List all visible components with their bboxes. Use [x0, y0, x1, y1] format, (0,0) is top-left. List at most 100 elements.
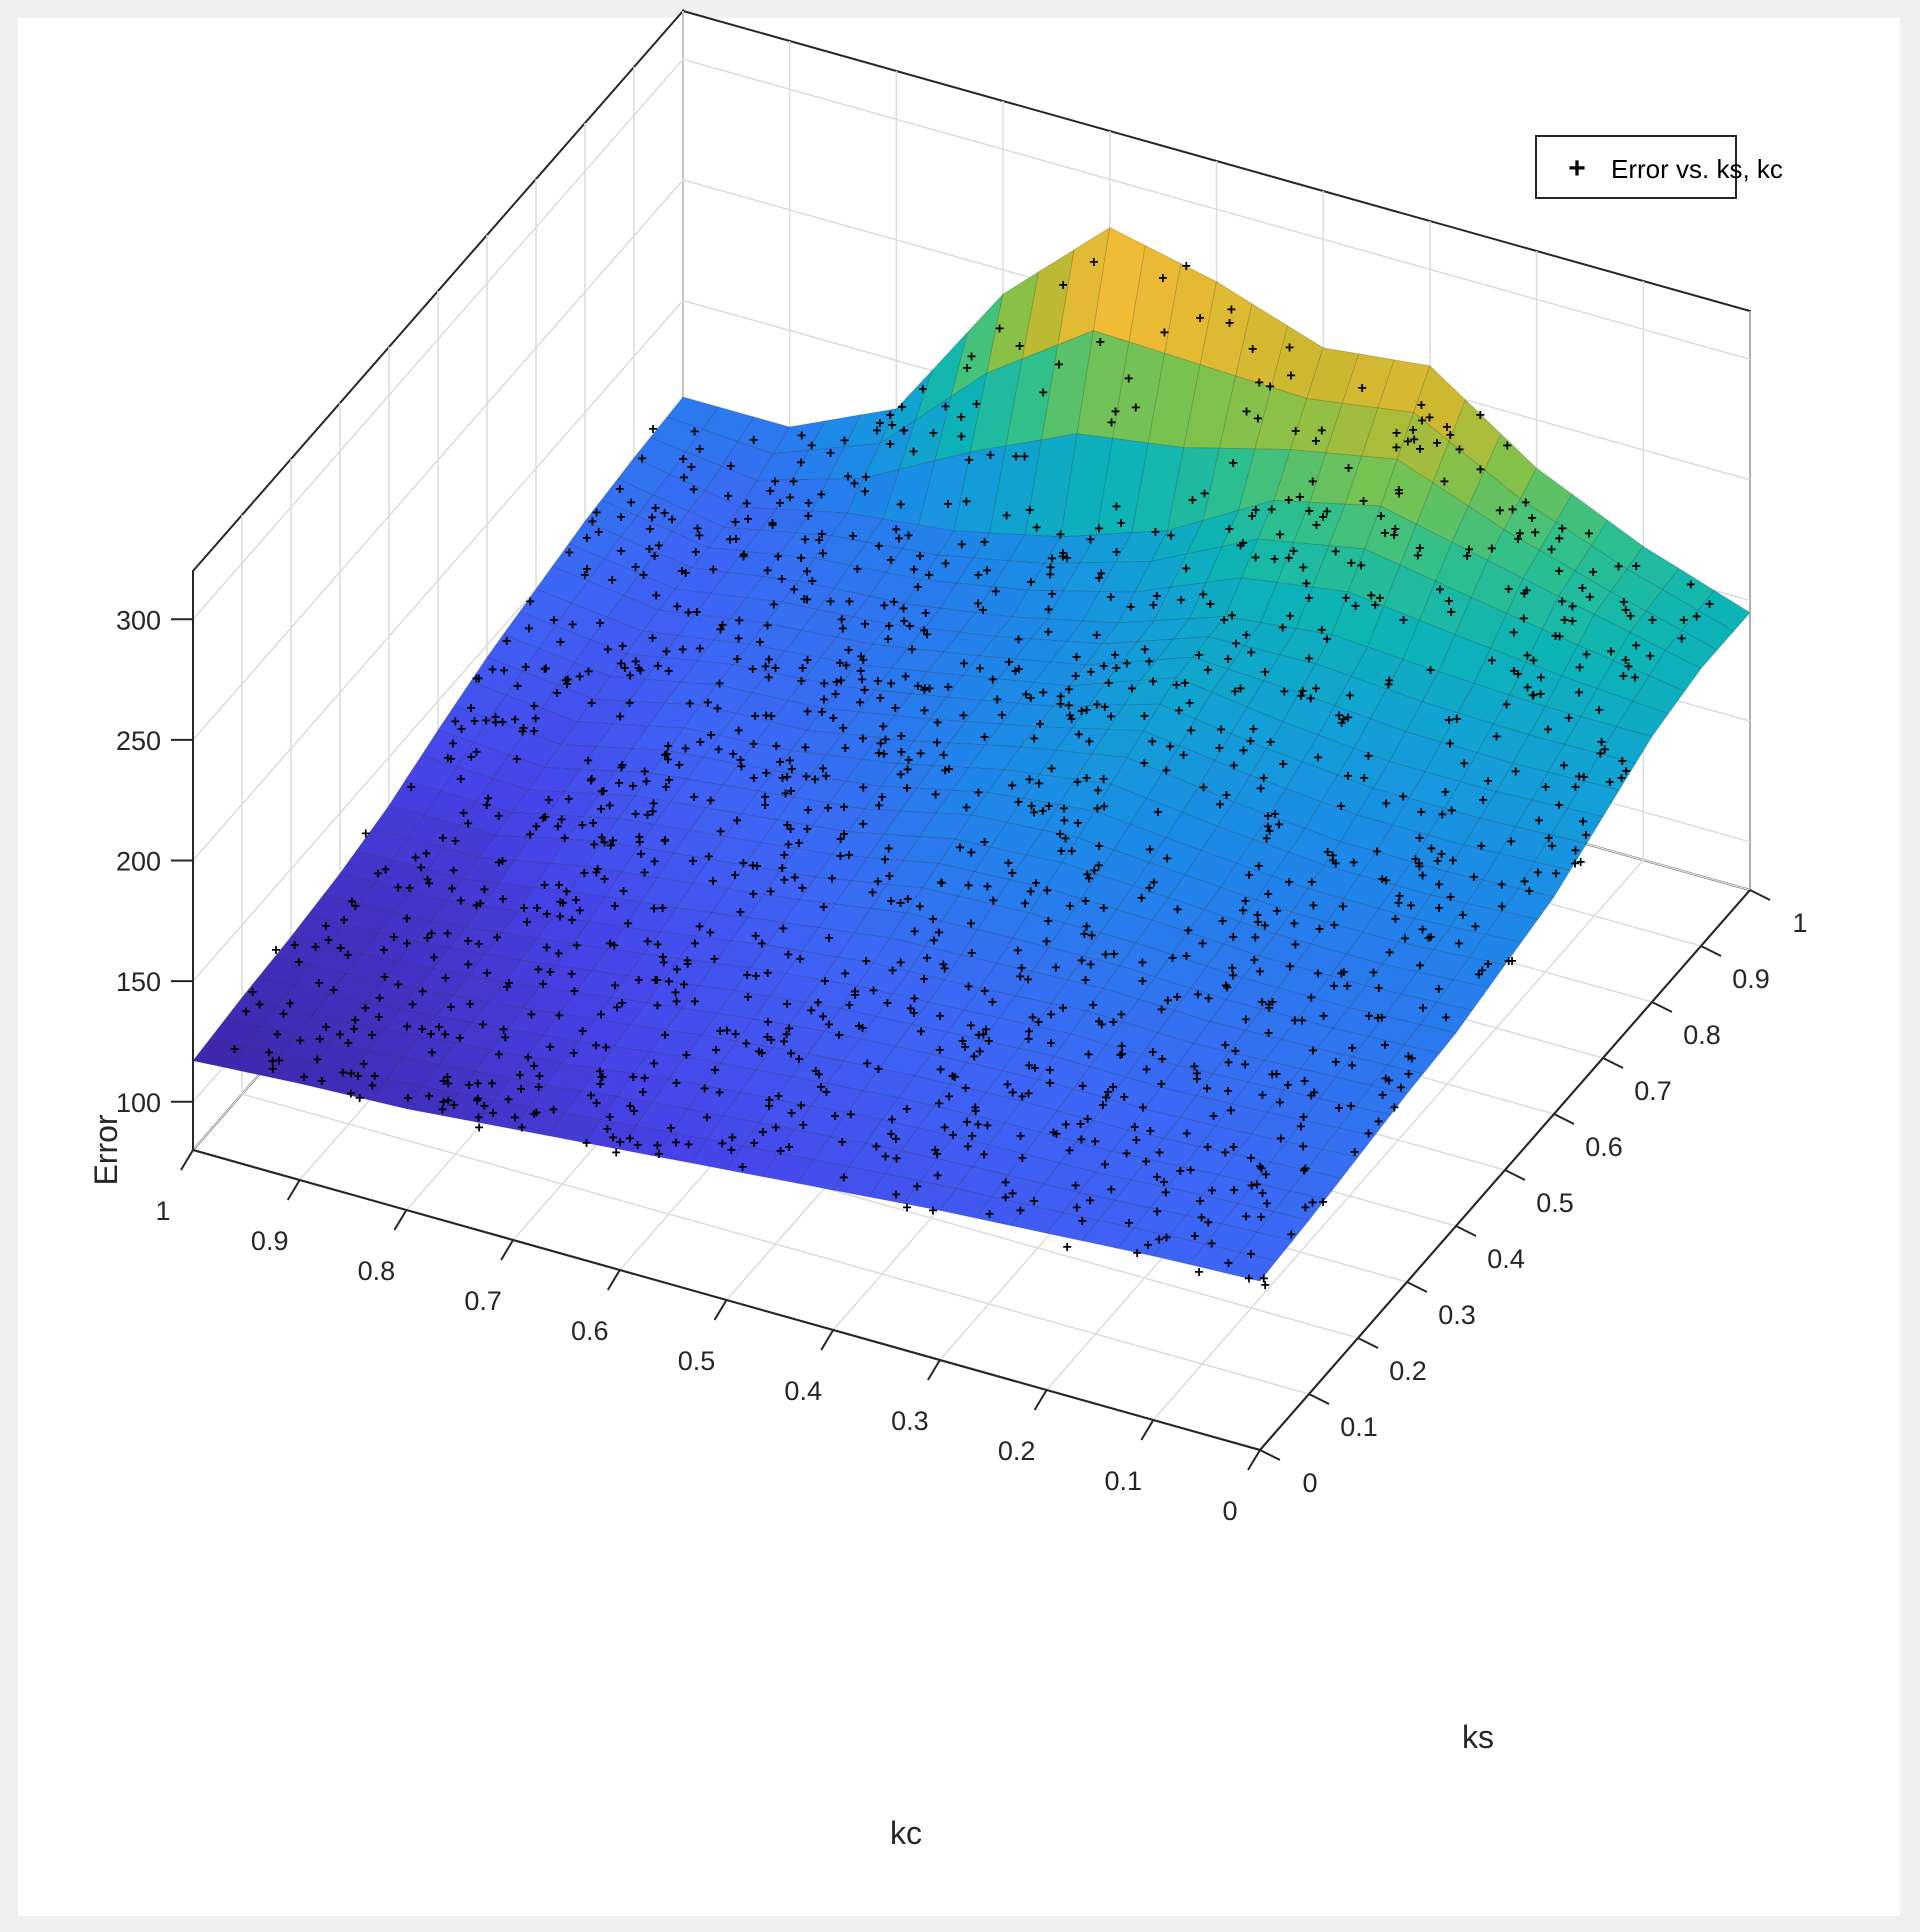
data-marker: + — [1089, 997, 1098, 1014]
data-marker: + — [1364, 1008, 1373, 1025]
data-marker: + — [1547, 542, 1556, 559]
data-marker: + — [1394, 482, 1403, 499]
data-marker: + — [1207, 1236, 1216, 1253]
data-marker: + — [681, 565, 690, 582]
data-marker: + — [1307, 989, 1316, 1006]
data-marker: + — [1455, 442, 1464, 459]
data-marker: + — [784, 1139, 793, 1156]
data-marker: + — [696, 734, 705, 751]
data-marker: + — [1089, 254, 1098, 271]
data-marker: + — [752, 858, 761, 875]
data-marker: + — [764, 669, 773, 686]
data-marker: + — [693, 520, 702, 537]
data-marker: + — [1264, 997, 1273, 1014]
data-marker: + — [877, 789, 886, 806]
data-marker: + — [498, 714, 507, 731]
data-marker: + — [838, 1134, 847, 1151]
data-marker: + — [873, 873, 882, 890]
data-marker: + — [967, 349, 976, 366]
data-marker: + — [529, 1058, 538, 1075]
data-marker: + — [1058, 1000, 1067, 1017]
data-marker: + — [974, 784, 983, 801]
data-marker: + — [424, 875, 433, 892]
data-marker: + — [525, 827, 534, 844]
data-marker: + — [1238, 903, 1247, 920]
data-marker: + — [1298, 683, 1307, 700]
surface-patch — [1121, 998, 1176, 1034]
legend-entry-label: Error vs. ks, kc — [1611, 154, 1783, 184]
data-marker: + — [502, 633, 511, 650]
data-marker: + — [1093, 697, 1102, 714]
grid-line-error — [192, 58, 1751, 620]
data-marker: + — [856, 663, 865, 680]
surface-patch — [1099, 909, 1153, 944]
surface-patch — [1000, 702, 1054, 728]
data-marker: + — [1444, 593, 1453, 610]
surface-patch — [1080, 873, 1134, 910]
data-marker: + — [1274, 817, 1283, 834]
data-marker: + — [464, 933, 473, 950]
data-marker: + — [1578, 813, 1587, 830]
data-marker: + — [1016, 968, 1025, 985]
data-marker: + — [899, 601, 908, 618]
ks-tick-mark — [1700, 945, 1722, 957]
data-marker: + — [971, 1100, 980, 1117]
data-marker: + — [1177, 592, 1186, 609]
data-marker: + — [1391, 521, 1400, 538]
data-marker: + — [1483, 956, 1492, 973]
data-marker: + — [650, 548, 659, 565]
surface-patch — [855, 643, 909, 669]
data-marker: + — [1312, 517, 1321, 534]
surface-patch — [350, 1049, 405, 1080]
data-marker: + — [1462, 548, 1471, 565]
data-marker: + — [1509, 663, 1518, 680]
data-marker: + — [826, 594, 835, 611]
data-marker: + — [394, 977, 403, 994]
data-marker: + — [493, 929, 502, 946]
surface-patch — [1223, 1252, 1278, 1282]
data-marker: + — [903, 761, 912, 778]
surface-patch — [423, 790, 478, 826]
data-marker: + — [654, 1146, 663, 1163]
data-marker: + — [726, 458, 735, 475]
data-marker: + — [980, 534, 989, 551]
data-marker: + — [1448, 853, 1457, 870]
data-marker: + — [1132, 1132, 1141, 1149]
data-marker: + — [1179, 747, 1188, 764]
data-marker: + — [896, 895, 905, 912]
data-marker: + — [837, 612, 846, 629]
data-marker: + — [562, 884, 571, 901]
data-marker: + — [631, 806, 640, 823]
data-marker: + — [983, 1117, 992, 1134]
data-marker: + — [1536, 669, 1545, 686]
data-marker: + — [649, 1055, 658, 1072]
data-marker: + — [860, 682, 869, 699]
data-marker: + — [1072, 1199, 1081, 1216]
data-marker: + — [807, 438, 816, 455]
data-marker: + — [552, 685, 561, 702]
surface-patch — [929, 696, 983, 723]
data-marker: + — [1358, 380, 1367, 397]
legend-box — [1535, 135, 1737, 199]
data-marker: + — [804, 802, 813, 819]
data-marker: + — [856, 648, 865, 665]
data-marker: + — [1305, 503, 1314, 520]
data-marker: + — [1198, 936, 1207, 953]
ks-tick-mark — [1749, 889, 1771, 901]
data-marker: + — [1122, 1145, 1131, 1162]
data-marker: + — [1250, 952, 1259, 969]
data-marker: + — [1347, 1057, 1356, 1074]
data-marker: + — [1399, 789, 1408, 806]
data-marker: + — [695, 527, 704, 544]
data-marker: + — [1209, 1108, 1218, 1125]
data-marker: + — [1206, 596, 1215, 613]
data-marker: + — [1220, 612, 1229, 629]
data-marker: + — [615, 1134, 624, 1151]
data-marker: + — [1097, 1017, 1106, 1034]
data-marker: + — [1415, 441, 1424, 458]
surface-patch — [1310, 921, 1364, 955]
data-marker: + — [532, 1105, 541, 1122]
data-marker: + — [1153, 804, 1162, 821]
data-marker: + — [728, 1130, 737, 1147]
data-marker: + — [1497, 877, 1506, 894]
